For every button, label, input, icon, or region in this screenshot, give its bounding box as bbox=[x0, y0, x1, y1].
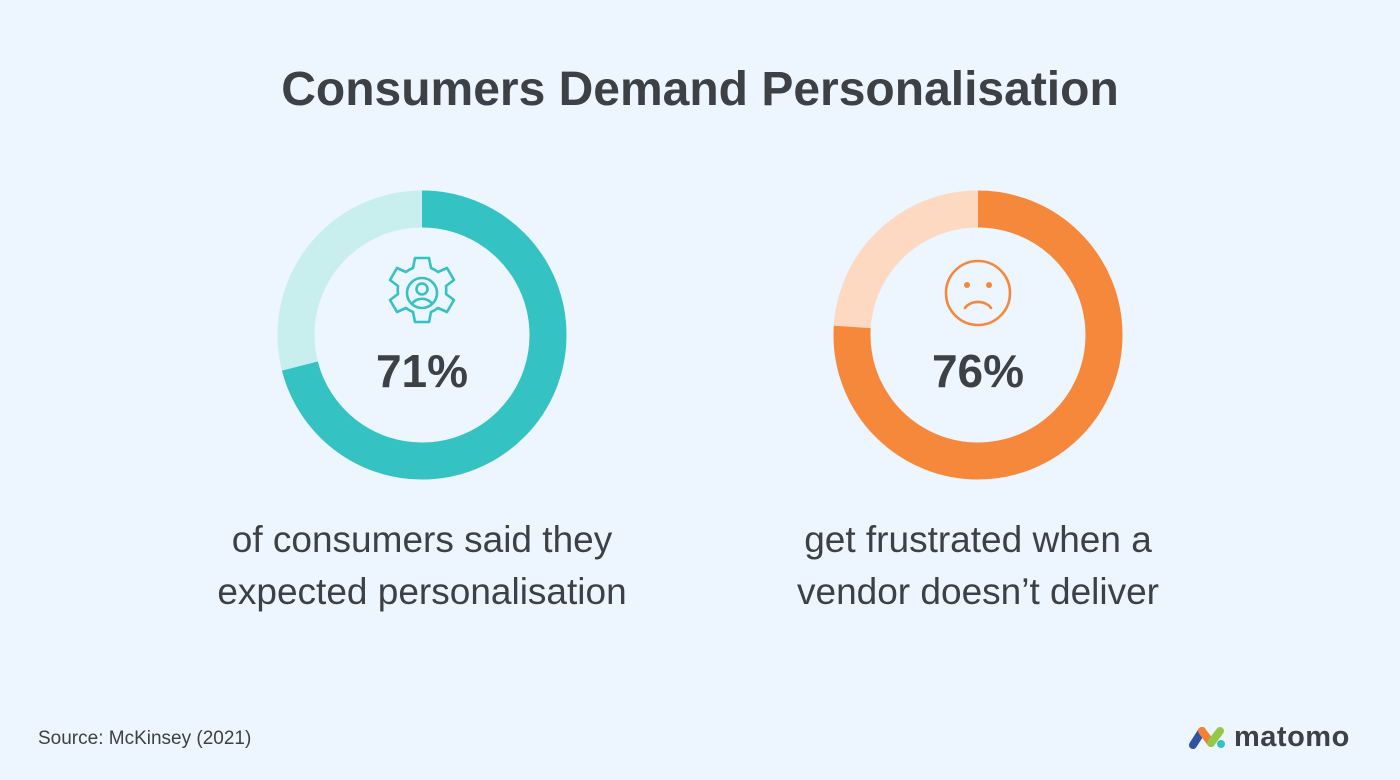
matomo-logo-icon bbox=[1189, 727, 1225, 749]
caption-line: of consumers said they bbox=[231, 519, 613, 560]
stat-caption: get frustrated when a vendor doesn’t del… bbox=[678, 514, 1278, 618]
stat-value: 71% bbox=[375, 345, 469, 397]
brand-logo: matomo bbox=[1188, 720, 1350, 754]
donut-value-arc bbox=[833, 190, 1123, 480]
donut-svg bbox=[277, 190, 567, 480]
stat-card-frustration: 76% get frustrated when a vendor doesn’t… bbox=[678, 190, 1278, 618]
source-note: Source: McKinsey (2021) bbox=[38, 728, 252, 749]
caption-line: expected personalisation bbox=[217, 571, 627, 612]
brand-name: matomo bbox=[1234, 720, 1350, 753]
stat-caption: of consumers said they expected personal… bbox=[122, 514, 722, 618]
sad-face-icon bbox=[944, 259, 1012, 327]
donut-value-arc bbox=[277, 190, 567, 480]
stat-card-personalisation: 71% of consumers said they expected pers… bbox=[122, 190, 722, 618]
gear-user-icon bbox=[388, 256, 456, 324]
caption-line: vendor doesn’t deliver bbox=[797, 571, 1159, 612]
donut-chart: 71% bbox=[277, 190, 567, 480]
stat-value: 76% bbox=[931, 345, 1025, 397]
caption-line: get frustrated when a bbox=[804, 519, 1152, 560]
chart-title: Consumers Demand Personalisation bbox=[281, 63, 1119, 116]
donut-chart: 76% bbox=[833, 190, 1123, 480]
donut-svg bbox=[833, 190, 1123, 480]
